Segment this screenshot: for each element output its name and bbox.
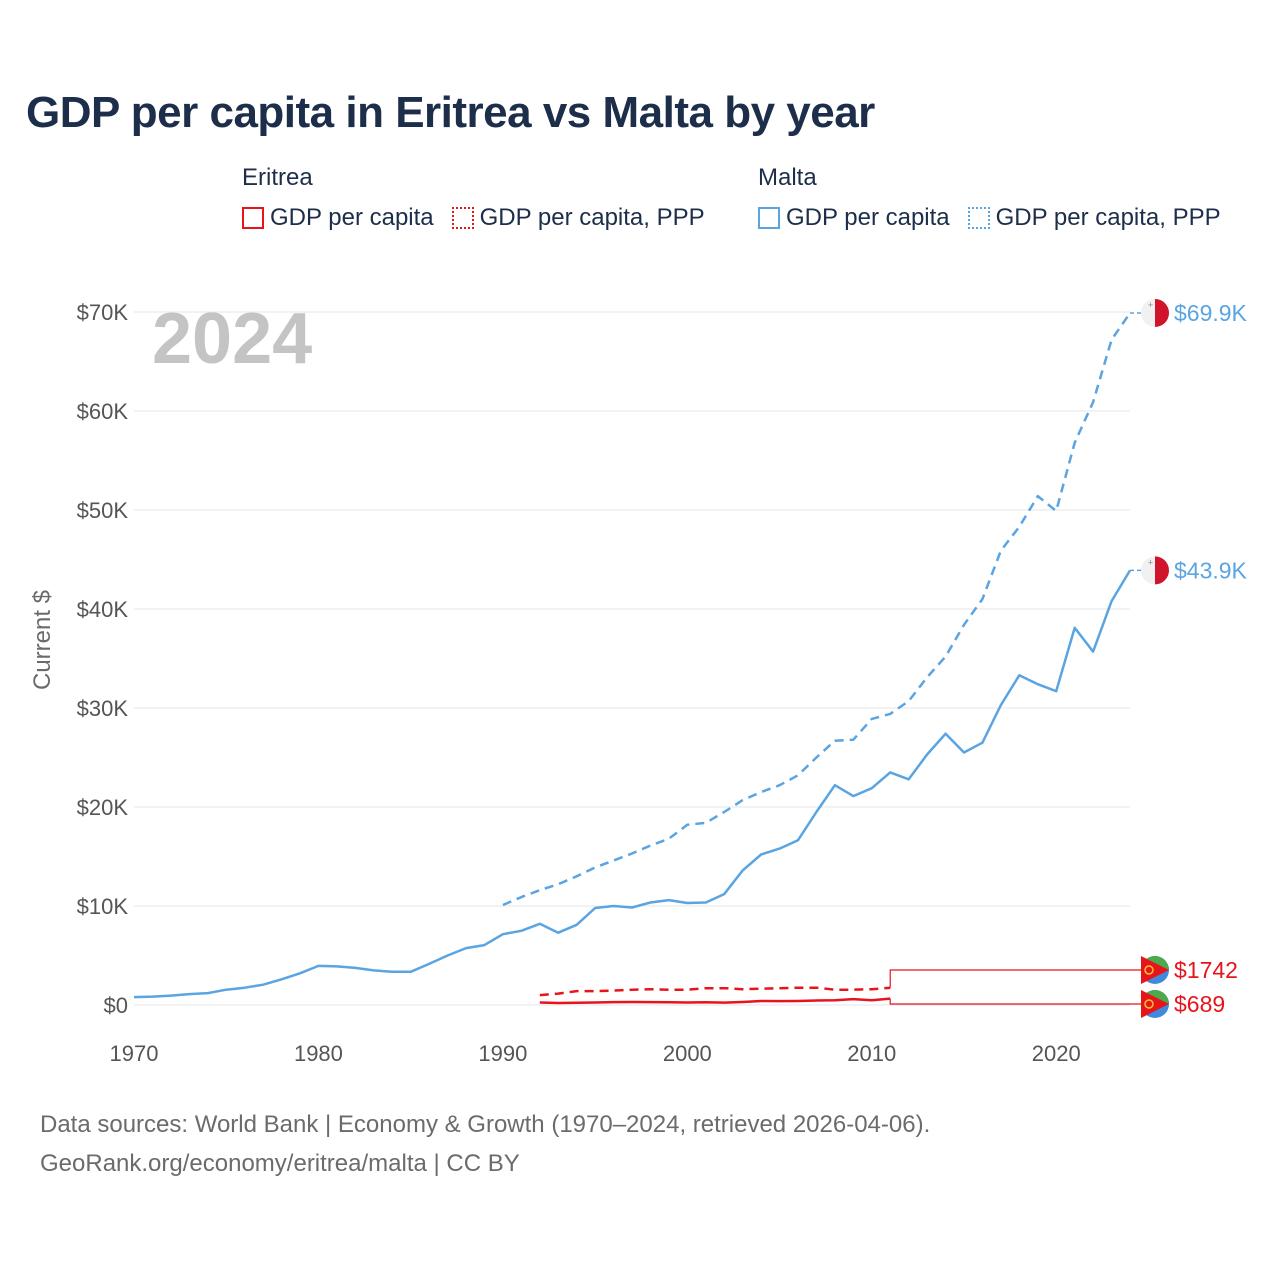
y-tick-label: $70K [77, 300, 129, 325]
legend-malta-ppp-label: GDP per capita, PPP [995, 204, 1221, 231]
series-line-2 [539, 997, 891, 1005]
y-axis-label: Current $ [29, 590, 56, 690]
legend-malta-country: Malta [758, 164, 817, 191]
x-tick-label: 2010 [847, 1041, 896, 1066]
series-line-3 [539, 986, 891, 997]
legend-eritrea-ppp[interactable]: GDP per capita, PPP [451, 204, 705, 232]
x-tick-label: 2020 [1032, 1041, 1081, 1066]
footer: Data sources: World Bank | Economy & Gro… [40, 1105, 930, 1183]
legend-malta-gdp[interactable]: GDP per capita [758, 204, 950, 232]
y-tick-label: $0 [104, 993, 128, 1018]
series-line-0 [133, 569, 1132, 999]
malta-flag-red-icon [1155, 298, 1169, 327]
legend-eritrea-country: Eritrea [242, 164, 313, 191]
malta-flag-red-icon [1155, 556, 1169, 585]
legend-malta-ppp[interactable]: GDP per capita, PPP [967, 204, 1221, 232]
y-tick-label: $40K [77, 597, 129, 622]
series-line-1 [502, 312, 1132, 907]
end-value-label: $1742 [1174, 957, 1238, 983]
x-tick-label: 2000 [663, 1041, 712, 1066]
year-watermark: 2024 [152, 299, 312, 379]
connector-line-3 [889, 969, 1142, 988]
end-value-label: $69.9K [1174, 300, 1248, 326]
y-tick-label: $50K [77, 498, 129, 523]
eritrea-flag-red-icon [1141, 990, 1169, 1018]
y-tick-label: $30K [77, 696, 129, 721]
end-value-label: $43.9K [1174, 557, 1248, 583]
end-value-label: $689 [1174, 991, 1225, 1017]
legend-swatch-solid-icon [242, 207, 264, 229]
legend-eritrea-ppp-label: GDP per capita, PPP [479, 204, 705, 231]
y-tick-label: $10K [77, 894, 129, 919]
legend-swatch-dotted-icon [967, 207, 990, 229]
footer-sources: Data sources: World Bank | Economy & Gro… [40, 1111, 931, 1138]
legend-eritrea: Eritrea GDP per capita GDP per capita, P… [242, 162, 723, 232]
legend-eritrea-gdp[interactable]: GDP per capita [242, 204, 434, 232]
x-tick-label: 1970 [110, 1041, 159, 1066]
page-title: GDP per capita in Eritrea vs Malta by ye… [26, 88, 875, 137]
footer-link[interactable]: GeoRank.org/economy/eritrea/malta | CC B… [40, 1150, 520, 1177]
eritrea-flag-red-icon [1141, 956, 1169, 984]
y-tick-label: $20K [77, 795, 129, 820]
legend-eritrea-gdp-label: GDP per capita [270, 204, 434, 231]
legend-swatch-solid-icon [758, 207, 780, 229]
connector-line-2 [889, 998, 1142, 1005]
legend-malta: Malta GDP per capita GDP per capita, PPP [758, 162, 1239, 232]
malta-cross-icon: + [1148, 300, 1153, 310]
x-tick-label: 1990 [478, 1041, 527, 1066]
eritrea-emblem-icon [1144, 999, 1154, 1009]
eritrea-emblem-icon [1144, 965, 1154, 975]
x-tick-label: 1980 [294, 1041, 343, 1066]
malta-cross-icon: + [1148, 557, 1153, 567]
y-tick-label: $60K [77, 399, 129, 424]
legend-swatch-dotted-icon [451, 207, 474, 229]
legend-malta-gdp-label: GDP per capita [786, 204, 950, 231]
